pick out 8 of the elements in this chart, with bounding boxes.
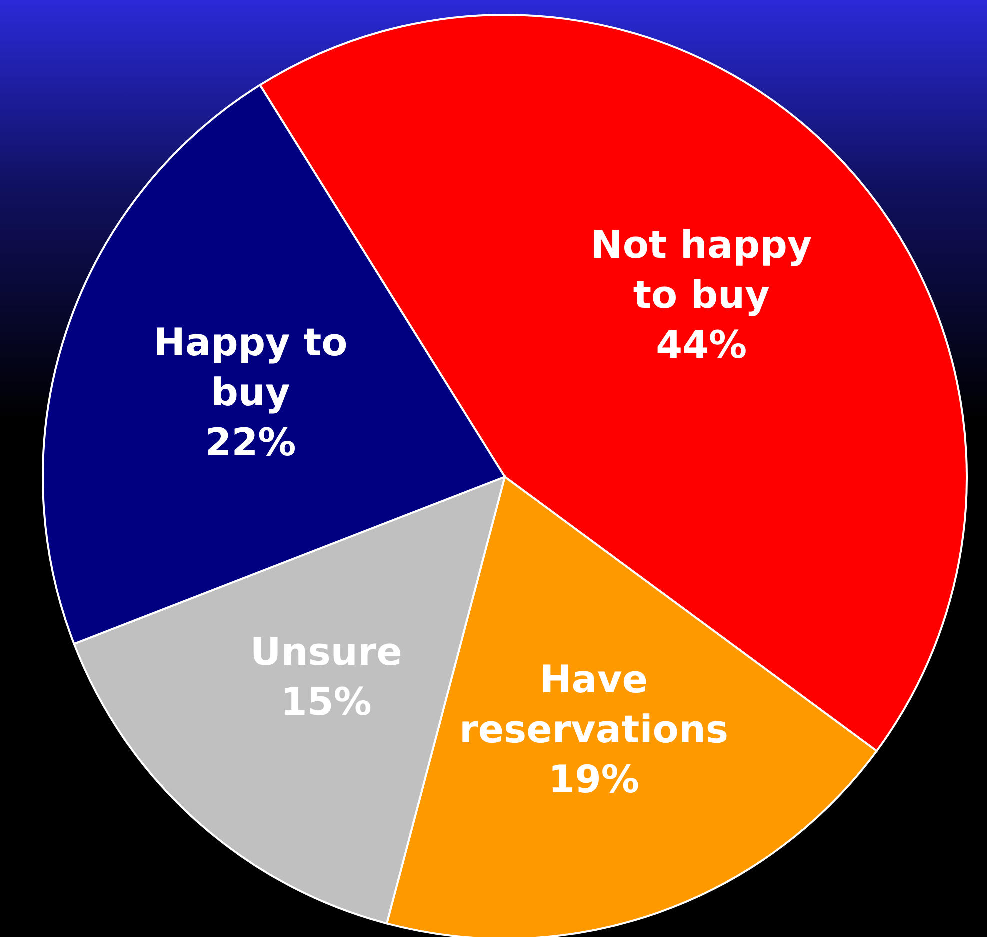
- data-label: 44%: [656, 322, 748, 367]
- slice-label: Have reservations: [459, 658, 729, 752]
- data-label: 15%: [280, 680, 372, 724]
- slice-label: Not happy to buy: [591, 222, 812, 317]
- slice-label: Unsure: [250, 630, 402, 674]
- slice-label: Happy to buy: [154, 320, 348, 414]
- data-label: 22%: [205, 420, 296, 464]
- data-label: 19%: [548, 758, 640, 802]
